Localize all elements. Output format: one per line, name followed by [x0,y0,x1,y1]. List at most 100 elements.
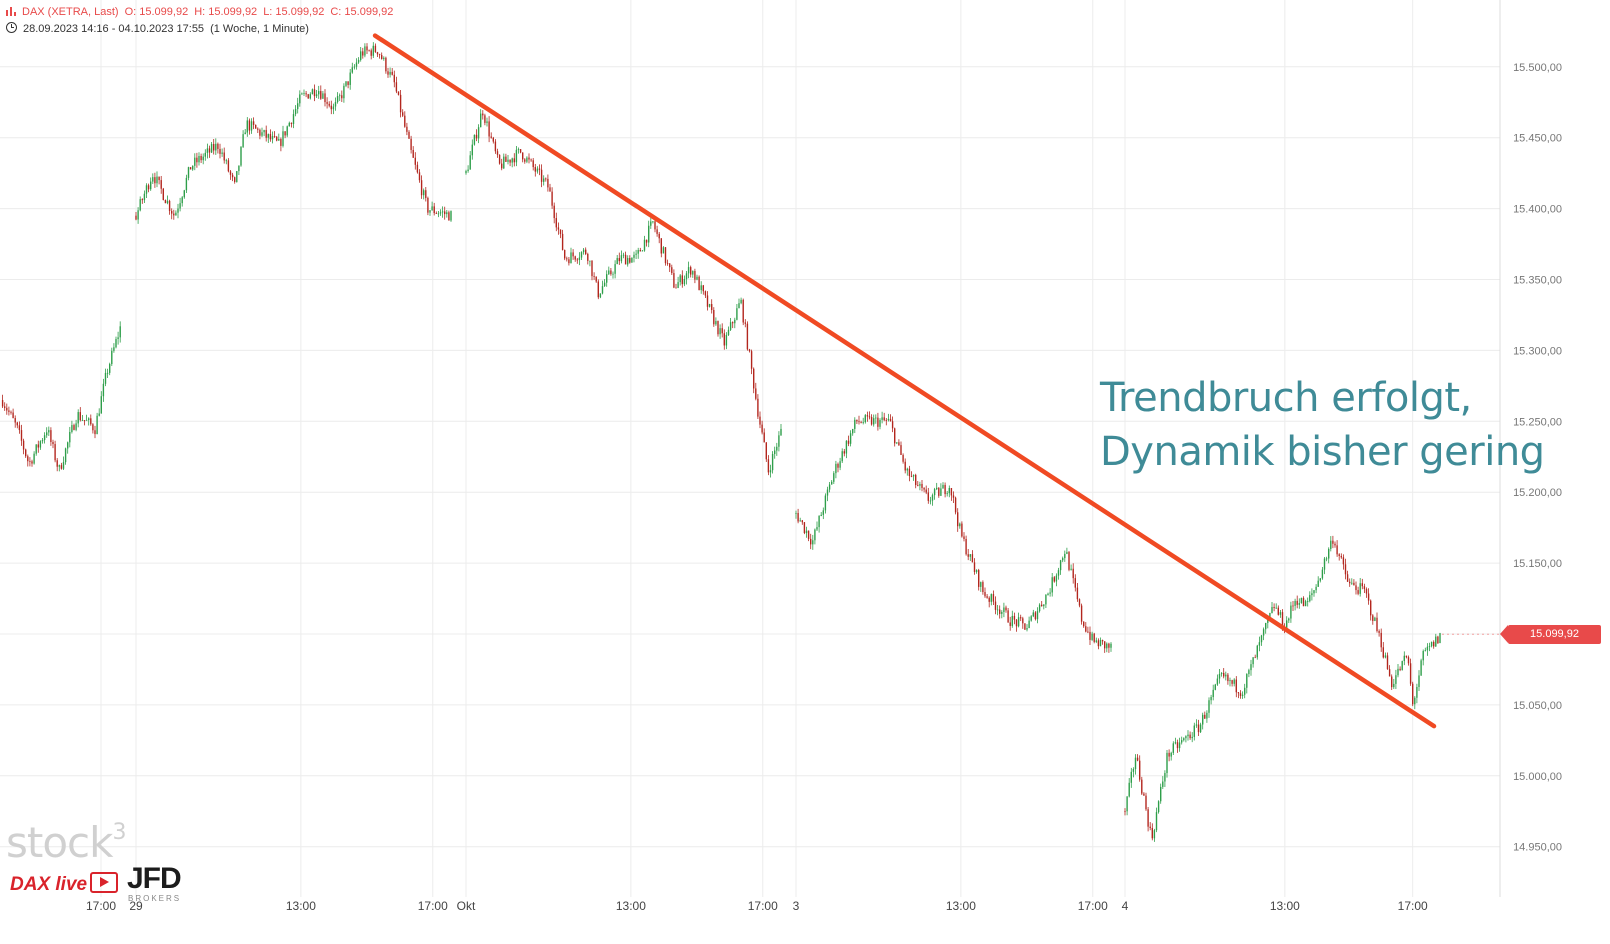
candle-body [963,536,965,539]
candle-body [482,113,484,116]
candle-body [1106,643,1108,649]
candle-body [585,249,587,254]
candle-body [780,428,782,436]
candle-body [1220,672,1223,674]
candle-body [973,562,976,572]
candle-body [1206,712,1208,719]
candle-body [847,440,850,444]
candle-body [1403,655,1405,662]
candle-body [946,493,948,495]
range-header: 28.09.2023 14:16 - 04.10.2023 17:55 (1 Wo… [6,22,315,35]
candle-body [158,176,160,181]
candle-body [307,94,309,99]
candle-layer [1,42,1441,842]
candle-body [1028,620,1030,629]
candle-body [1313,590,1315,594]
candle-body [1099,640,1102,647]
candle-body [805,530,808,534]
candle-body [1049,592,1051,594]
candle-body [723,333,725,346]
candle-body [255,124,257,129]
candle-body [1087,631,1089,633]
candle-body [648,225,650,243]
candle-body [1128,782,1130,797]
candle-body [887,418,890,421]
candle-body [503,156,505,169]
candle-body [294,109,297,115]
candle-body [1321,569,1324,579]
candle-body [1218,673,1221,679]
candle-body [242,134,244,147]
candle-body [1405,655,1408,658]
candle-body [1372,615,1374,621]
candle-body [406,126,408,132]
candle-body [282,131,284,146]
candle-body [969,554,971,557]
candle-body [1269,613,1271,620]
candle-body [269,134,272,140]
candle-body [1183,738,1185,741]
candle-body [284,131,286,136]
candle-body [574,256,576,260]
candle-body [507,159,509,162]
trendline-layer [372,33,1437,729]
candle-body [652,221,654,223]
candle-body [288,122,290,127]
candle-body [612,273,614,275]
candle-body [439,212,442,214]
candle-body [1407,657,1410,664]
candle-body [1363,586,1366,590]
candle-body [515,149,518,163]
candle-body [326,102,328,104]
candle-body [576,259,578,261]
candle-body [986,596,988,598]
candle-body [826,489,829,496]
candle-body [757,398,759,417]
candle-body [50,430,52,443]
candle-body [1162,781,1164,787]
candle-body [332,106,335,110]
candle-body [1003,607,1005,613]
candle-body [856,419,858,422]
candle-body [1199,724,1202,733]
candle-body [1384,655,1387,658]
candle-body [572,252,574,257]
candle-body [385,57,387,72]
candle-body [818,515,820,528]
candle-body [98,413,100,416]
candle-body [696,276,698,280]
candle-body [351,67,353,73]
candle-body [475,134,478,139]
candle-body [79,412,81,421]
candle-body [1022,618,1024,624]
candle-body [990,594,992,602]
candle-body [183,190,185,198]
candle-body [1414,697,1416,705]
candle-body [1078,599,1081,606]
candle-body [1015,619,1018,627]
candle-body [519,149,522,153]
candle-body [391,71,393,75]
candle-body [597,281,599,298]
candle-body [1064,553,1066,559]
candle-body [1311,593,1313,596]
candle-body [200,155,202,161]
y-tick-label: 15.300,00 [1513,345,1562,357]
candle-body [1254,657,1256,659]
candle-body [467,169,469,172]
candle-body [873,418,875,425]
candle-body [414,157,416,165]
candle-body [671,267,673,274]
candle-body [910,476,913,477]
candle-body [210,144,213,153]
candle-body [488,121,490,137]
candle-body [555,218,557,228]
candle-body [1279,612,1282,615]
candle-body [690,267,692,275]
candle-body [601,286,604,294]
candle-body [106,372,109,374]
candle-body [1168,752,1170,757]
candle-body [360,51,362,60]
candle-body [1395,675,1397,684]
